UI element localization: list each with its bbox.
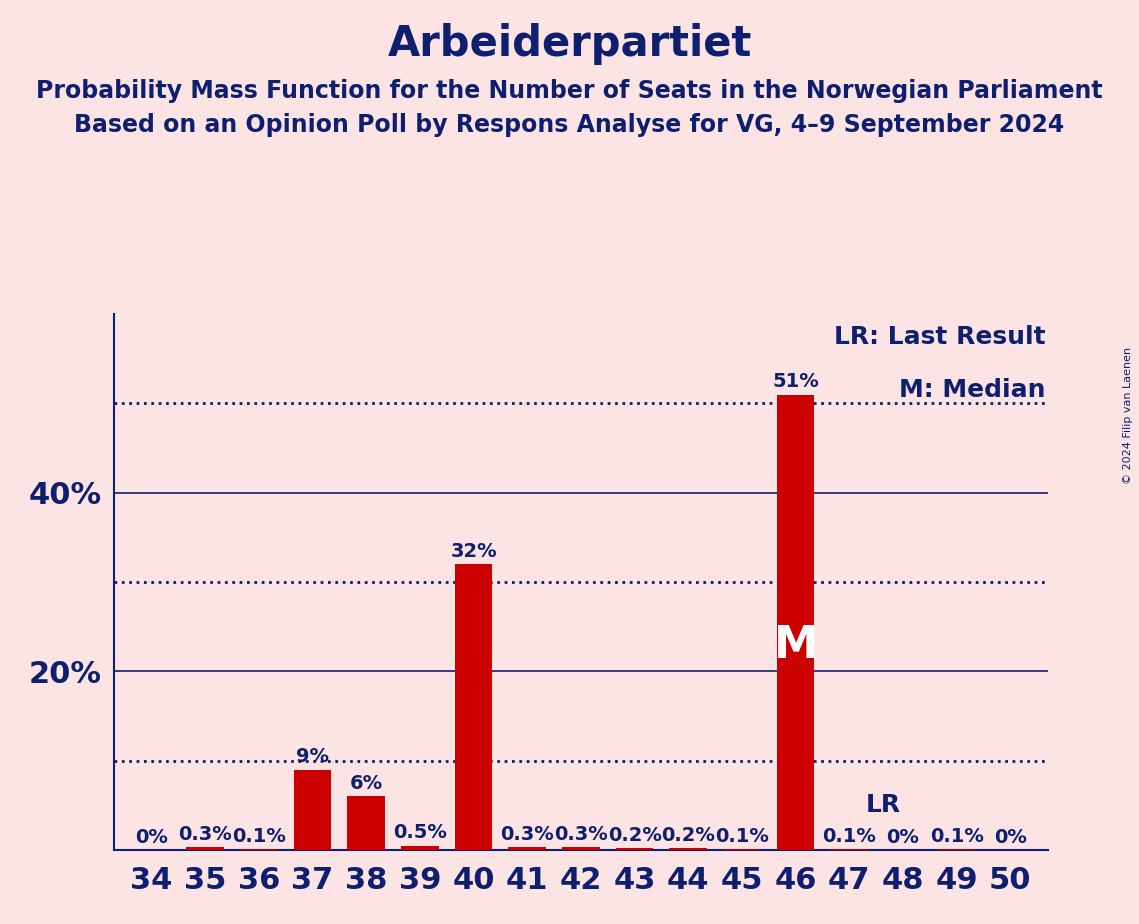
Text: 51%: 51% (772, 372, 819, 391)
Text: LR: Last Result: LR: Last Result (834, 325, 1046, 349)
Text: Arbeiderpartiet: Arbeiderpartiet (387, 23, 752, 65)
Text: LR: LR (866, 794, 901, 818)
Bar (294, 770, 331, 850)
Text: 0.2%: 0.2% (607, 826, 662, 845)
Text: 0%: 0% (886, 828, 919, 846)
Text: 0.1%: 0.1% (929, 827, 984, 845)
Text: 0.1%: 0.1% (715, 827, 769, 845)
Text: 0.5%: 0.5% (393, 823, 446, 842)
Bar (508, 847, 546, 850)
Bar (347, 796, 385, 850)
Text: 0.1%: 0.1% (822, 827, 876, 845)
Bar (777, 395, 814, 850)
Text: 6%: 6% (350, 774, 383, 793)
Bar (401, 845, 439, 850)
Text: 0.1%: 0.1% (232, 827, 286, 845)
Text: 0%: 0% (136, 828, 167, 846)
Text: 9%: 9% (296, 748, 329, 766)
Bar (563, 847, 599, 850)
Text: 0.3%: 0.3% (554, 825, 608, 844)
Text: 0.3%: 0.3% (179, 825, 232, 844)
Text: 0%: 0% (994, 828, 1026, 846)
Text: 0.2%: 0.2% (662, 826, 715, 845)
Bar (454, 565, 492, 850)
Text: © 2024 Filip van Laenen: © 2024 Filip van Laenen (1123, 347, 1133, 484)
Text: M: Median: M: Median (899, 379, 1046, 403)
Bar (616, 848, 654, 850)
Bar (670, 848, 707, 850)
Text: Based on an Opinion Poll by Respons Analyse for VG, 4–9 September 2024: Based on an Opinion Poll by Respons Anal… (74, 113, 1065, 137)
Bar (187, 847, 224, 850)
Text: Probability Mass Function for the Number of Seats in the Norwegian Parliament: Probability Mass Function for the Number… (36, 79, 1103, 103)
Text: M: M (773, 624, 818, 666)
Text: 0.3%: 0.3% (500, 825, 554, 844)
Text: 32%: 32% (450, 541, 497, 561)
